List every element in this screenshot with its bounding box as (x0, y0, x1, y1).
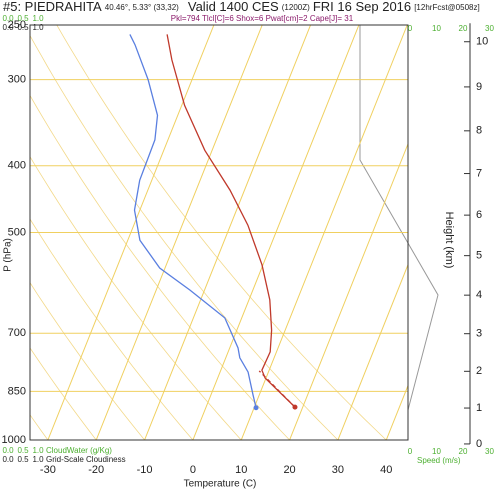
cloud-tick-label: 0.0 (2, 446, 14, 455)
isotherm (47, 25, 215, 440)
cloud-tick-label: 0.5 (17, 14, 29, 23)
profile-line (258, 370, 296, 408)
wind-panel-outline (359, 25, 439, 411)
cloud-tick-label: 1.0 (32, 23, 44, 32)
y2-tick-label: 2 (476, 365, 482, 377)
isotherm (144, 25, 312, 440)
chart-title: #5: PIEDRAHITA 40.46°, 5.33° (33,32) Val… (3, 0, 480, 14)
y2-axis-label: Height (km) (443, 212, 455, 269)
cloud-tick-label: 0.5 (17, 446, 29, 455)
x-tick-label: 10 (235, 464, 247, 476)
cloudiness-label: Grid-Scale Cloudiness (46, 455, 126, 464)
date: FRI 16 Sep 2016 (313, 0, 411, 14)
x-tick-label: 30 (332, 464, 344, 476)
x-tick-label: -20 (88, 464, 104, 476)
y-tick-label: 850 (8, 385, 26, 397)
cloud-tick-label: 0.0 (2, 23, 14, 32)
subtitle: Pkl=794 Tlcl[C]=6 Shox=6 Pwat[cm]=2 Cape… (171, 14, 354, 23)
cloud-tick-label: 1.0 (32, 455, 44, 464)
plot-area (30, 25, 408, 440)
y2-tick-label: 1 (476, 402, 482, 414)
utc: (1200Z) (282, 3, 310, 12)
y2-tick-label: 6 (476, 209, 482, 221)
surface-point (253, 405, 259, 411)
plot-frame (29, 24, 409, 441)
dry-adiabat (30, 281, 145, 440)
cloud-tick-label: 0.5 (17, 455, 29, 464)
y2-tick-label: 0 (476, 438, 482, 450)
isotherm (95, 25, 263, 440)
y2-tick-label: 8 (476, 125, 482, 137)
x-tick-label: 0 (190, 464, 196, 476)
speed-tick-label: 30 (485, 447, 494, 456)
x-axis-label: Temperature (C) (184, 479, 257, 490)
profile-line (129, 34, 257, 408)
y2-tick-label: 7 (476, 167, 482, 179)
x-tick-label: 40 (380, 464, 392, 476)
cloud-tick-label: 1.0 (32, 446, 44, 455)
y-tick-label: 300 (8, 73, 26, 85)
y-tick-label: 250 (8, 19, 26, 31)
y-tick-label: 500 (8, 226, 26, 238)
location: 40.46°, 5.33° (33,32) (105, 3, 179, 12)
speed-label: Speed (m/s) (417, 456, 461, 465)
forecast: [12hrFcst@0508z] (414, 3, 479, 12)
y2-tick-label: 10 (476, 36, 488, 48)
speed-tick-label: 10 (432, 447, 441, 456)
y2-tick-label: 3 (476, 328, 482, 340)
cloud-tick-label: 0.5 (17, 23, 29, 32)
isotherm (337, 263, 408, 440)
cloud-tick-label: 0.0 (2, 14, 14, 23)
y-tick-label: 700 (8, 327, 26, 339)
isotherm (192, 25, 360, 440)
isotherm (240, 25, 408, 440)
cloud-tick-label: 0.0 (2, 455, 14, 464)
speed-tick-label: 20 (459, 447, 468, 456)
valid: Valid 1400 CES (188, 0, 279, 14)
cloud-water-label: CloudWater (g/Kg) (46, 446, 112, 455)
isotherm (289, 142, 408, 440)
title: #5: PIEDRAHITA (3, 0, 102, 14)
speed-tick-label: 20 (459, 24, 468, 33)
profile-line (166, 34, 296, 408)
x-tick-label: -10 (137, 464, 153, 476)
dry-adiabat (30, 347, 97, 440)
y2-tick-label: 5 (476, 250, 482, 262)
speed-tick-label: 0 (408, 24, 413, 33)
y-tick-label: 1000 (2, 434, 26, 446)
x-tick-label: 20 (283, 464, 295, 476)
y2-tick-label: 9 (476, 81, 482, 93)
surface-point (292, 404, 298, 410)
x-tick-label: -30 (40, 464, 56, 476)
speed-tick-label: 10 (432, 24, 441, 33)
speed-tick-label: 0 (408, 447, 413, 456)
y-axis-label: P (hPa) (3, 238, 14, 272)
speed-tick-label: 30 (485, 24, 494, 33)
y2-tick-label: 4 (476, 289, 482, 301)
cloud-tick-label: 1.0 (32, 14, 44, 23)
y-tick-label: 400 (8, 160, 26, 172)
